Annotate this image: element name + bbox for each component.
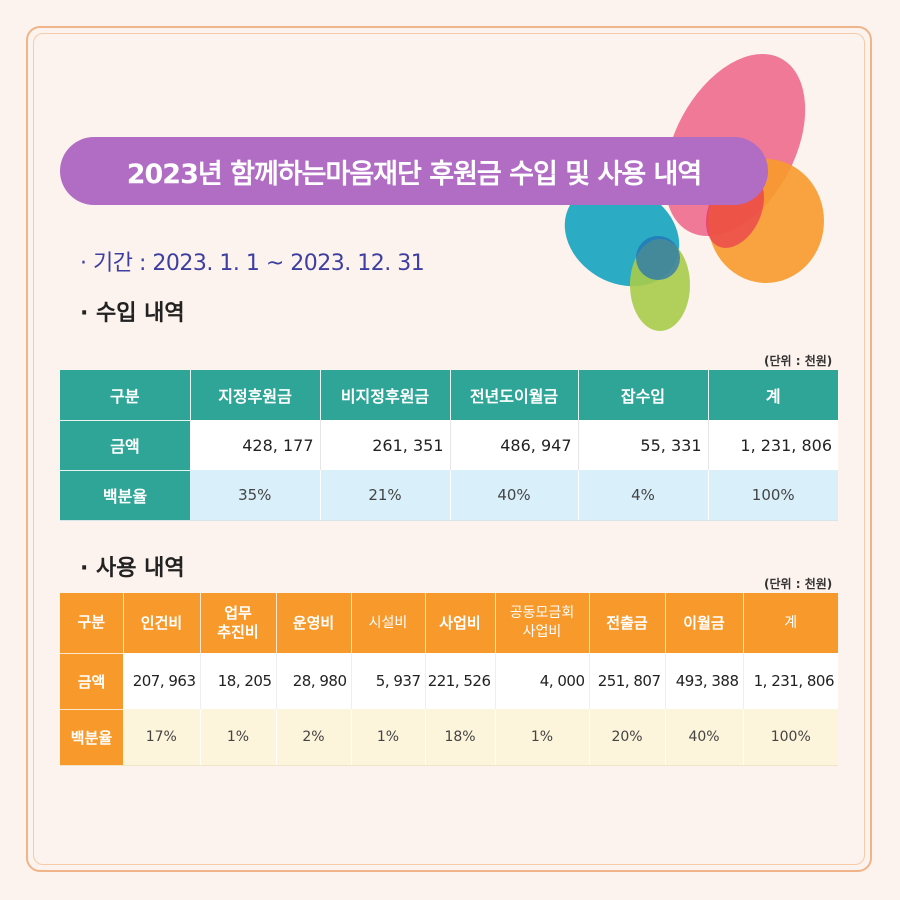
income-amount-cell: 428, 177: [190, 420, 321, 470]
income-percent-cell: 4%: [578, 470, 709, 521]
expense-header-cell: 인건비: [123, 593, 201, 653]
expense-header-cell: 전출금: [589, 593, 666, 653]
header-line-1: 인건비: [140, 613, 183, 632]
row-header: 백분율: [60, 708, 123, 766]
expense-header-cell: 이월금: [665, 593, 744, 653]
income-amount-cell: 486, 947: [450, 420, 579, 470]
expense-percent-cell: 20%: [589, 709, 666, 766]
period-text: · 기간 : 2023. 1. 1 ~ 2023. 12. 31: [80, 251, 425, 276]
expense-header-cell: 구분: [60, 593, 124, 653]
expense-percent-cell: 1%: [495, 709, 590, 766]
income-amount-cell: 261, 351: [320, 420, 451, 470]
header-line-2: 사업비: [522, 624, 562, 640]
expense-header-cell: 업무 추진비: [200, 593, 277, 653]
income-header-cell: 잡수입: [578, 370, 709, 420]
income-amount-cell: 55, 331: [578, 420, 709, 470]
income-header-cell: 전년도이월금: [450, 370, 579, 420]
expense-amount-row: 금액 207, 963 18, 205 28, 980 5, 937 221, …: [60, 652, 838, 709]
expense-amount-cell: 18, 205: [200, 653, 277, 709]
header-line-1: 공동모금회: [509, 605, 575, 621]
header-line-1: 시설비: [368, 614, 408, 631]
expense-header-cell: 운영비: [276, 593, 352, 653]
page-border: [26, 26, 872, 872]
income-header-cell: 계: [708, 370, 838, 420]
income-percent-cell: 35%: [190, 470, 321, 521]
expense-percent-cell: 1%: [351, 709, 426, 766]
expense-percent-cell: 100%: [743, 709, 838, 766]
page-border-inner: [33, 33, 865, 865]
income-percent-cell: 40%: [450, 470, 579, 521]
income-unit-label: (단위 : 천원): [764, 354, 833, 368]
row-header: 백분율: [60, 469, 190, 521]
expense-percent-row: 백분율 17% 1% 2% 1% 18% 1% 20% 40% 100%: [60, 708, 838, 766]
income-header-cell: 지정후원금: [190, 370, 321, 420]
expense-header-cell: 시설비: [351, 593, 426, 653]
expense-percent-cell: 40%: [665, 709, 744, 766]
income-table: 구분 지정후원금 비지정후원금 전년도이월금 잡수입 계 금액 428, 177…: [60, 370, 838, 521]
expense-percent-cell: 2%: [276, 709, 352, 766]
header-line-1: 이월금: [683, 613, 725, 632]
expense-amount-cell: 5, 937: [351, 653, 426, 709]
expense-amount-cell: 221, 526: [425, 653, 496, 709]
income-amount-row: 금액 428, 177 261, 351 486, 947 55, 331 1,…: [60, 419, 838, 470]
header-line-1: 전출금: [606, 613, 648, 632]
income-percent-cell: 100%: [708, 470, 838, 521]
expense-section-title: · 사용 내역: [80, 556, 185, 581]
expense-header-cell: 사업비: [425, 593, 496, 653]
page-title: 2023년 함께하는마음재단 후원금 수입 및 사용 내역: [60, 137, 768, 205]
income-amount-cell: 1, 231, 806: [708, 420, 838, 470]
expense-amount-cell: 251, 807: [589, 653, 666, 709]
expense-percent-cell: 17%: [123, 709, 201, 766]
expense-percent-cell: 18%: [425, 709, 496, 766]
expense-amount-cell: 28, 980: [276, 653, 352, 709]
expense-percent-cell: 1%: [200, 709, 277, 766]
expense-amount-cell: 207, 963: [123, 653, 201, 709]
income-percent-cell: 21%: [320, 470, 451, 521]
expense-header-cell: 계: [743, 593, 838, 653]
header-line-1: 업무: [224, 604, 252, 622]
income-header-cell: 비지정후원금: [320, 370, 451, 420]
expense-amount-cell: 1, 231, 806: [743, 653, 838, 709]
header-line-1: 사업비: [439, 613, 481, 632]
income-percent-row: 백분율 35% 21% 40% 4% 100%: [60, 469, 838, 521]
expense-unit-label: (단위 : 천원): [764, 577, 833, 591]
row-header: 금액: [60, 419, 190, 470]
income-header-row: 구분 지정후원금 비지정후원금 전년도이월금 잡수입 계: [60, 370, 838, 420]
income-header-cell: 구분: [60, 370, 191, 420]
income-section-title: · 수입 내역: [80, 301, 185, 326]
expense-amount-cell: 493, 388: [665, 653, 744, 709]
row-header: 금액: [60, 652, 123, 709]
expense-amount-cell: 4, 000: [495, 653, 590, 709]
header-line-1: 계: [784, 614, 798, 631]
header-line-1: 운영비: [292, 613, 335, 632]
header-line-2: 추진비: [217, 623, 259, 641]
